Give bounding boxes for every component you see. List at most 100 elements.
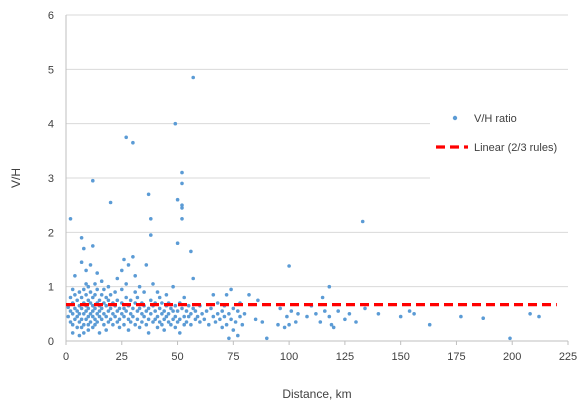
- data-point: [189, 249, 193, 254]
- data-point: [287, 322, 291, 327]
- data-point: [229, 287, 233, 292]
- legend-marker-vh-ratio: [452, 115, 458, 121]
- data-point: [104, 295, 108, 300]
- data-points: [66, 75, 541, 341]
- data-point: [135, 295, 140, 300]
- data-point: [173, 325, 178, 330]
- x-tick-label: 225: [559, 351, 577, 363]
- data-point: [149, 298, 153, 303]
- data-point: [144, 263, 149, 267]
- data-point: [88, 312, 93, 316]
- data-point: [84, 293, 88, 297]
- data-point: [140, 312, 144, 316]
- data-point: [162, 328, 166, 332]
- data-point: [66, 314, 70, 319]
- data-point: [97, 298, 102, 303]
- data-point: [88, 320, 93, 324]
- data-point: [77, 312, 82, 316]
- data-point: [171, 317, 175, 322]
- x-tick-label: 50: [171, 351, 183, 363]
- data-point: [186, 314, 191, 319]
- data-point: [247, 293, 251, 297]
- data-point: [354, 320, 358, 324]
- data-point: [184, 309, 189, 313]
- data-point: [79, 236, 84, 240]
- data-point: [329, 322, 334, 327]
- data-point: [180, 203, 184, 207]
- data-point: [137, 325, 142, 330]
- data-point: [180, 217, 184, 221]
- data-point: [175, 320, 180, 324]
- data-point: [88, 301, 93, 305]
- data-point: [229, 317, 233, 322]
- data-point: [93, 282, 97, 286]
- gridlines: [66, 14, 568, 288]
- data-point: [142, 314, 146, 319]
- data-point: [173, 121, 178, 126]
- data-point: [79, 306, 84, 311]
- x-tick-label: 200: [503, 351, 521, 363]
- data-point: [77, 290, 82, 294]
- legend-item-linear: Linear (2/3 rules): [436, 142, 557, 154]
- data-point: [70, 322, 75, 327]
- y-tick-label: 2: [48, 227, 54, 239]
- data-point: [236, 309, 240, 313]
- data-point: [120, 287, 124, 292]
- data-point: [276, 322, 280, 327]
- data-point: [320, 295, 325, 300]
- data-point: [97, 314, 102, 319]
- data-point: [215, 312, 220, 316]
- data-point: [95, 312, 99, 316]
- data-point: [106, 284, 111, 289]
- data-point: [124, 282, 128, 286]
- data-point: [481, 316, 486, 321]
- data-point: [287, 264, 291, 268]
- x-tick-label: 125: [336, 351, 354, 363]
- data-point: [331, 325, 336, 330]
- legend-label-vh-ratio: V/H ratio: [474, 113, 517, 125]
- data-point: [84, 268, 88, 273]
- data-point: [99, 306, 104, 311]
- data-point: [73, 306, 77, 311]
- data-point: [398, 314, 403, 319]
- data-point: [209, 306, 213, 311]
- data-point: [231, 306, 236, 311]
- data-point: [146, 331, 151, 335]
- data-point: [135, 317, 140, 322]
- data-point: [124, 295, 128, 300]
- data-point: [407, 309, 412, 313]
- data-point: [91, 303, 95, 308]
- data-point: [175, 241, 180, 245]
- data-point: [200, 312, 204, 316]
- data-point: [180, 181, 184, 186]
- data-point: [153, 309, 157, 313]
- data-point: [104, 314, 108, 319]
- data-point: [180, 170, 184, 175]
- data-point: [146, 317, 151, 322]
- data-point: [157, 306, 162, 311]
- data-point: [93, 317, 97, 322]
- data-point: [77, 333, 82, 338]
- data-point: [104, 303, 108, 308]
- data-point: [166, 320, 171, 324]
- data-point: [137, 284, 142, 289]
- data-point: [296, 312, 300, 316]
- data-point: [86, 328, 91, 332]
- x-tick-label: 75: [227, 351, 239, 363]
- data-point: [99, 279, 104, 284]
- data-point: [224, 293, 229, 297]
- legend-item-vh-ratio: V/H ratio: [452, 113, 517, 125]
- data-point: [68, 295, 73, 300]
- data-point: [108, 200, 113, 205]
- data-point: [120, 268, 124, 273]
- data-point: [169, 322, 173, 327]
- data-point: [70, 312, 75, 316]
- data-point: [124, 309, 128, 313]
- data-point: [144, 309, 149, 313]
- data-point: [193, 317, 198, 322]
- data-point: [155, 290, 160, 294]
- data-point: [162, 317, 166, 322]
- data-point: [115, 309, 120, 313]
- data-point: [198, 320, 202, 324]
